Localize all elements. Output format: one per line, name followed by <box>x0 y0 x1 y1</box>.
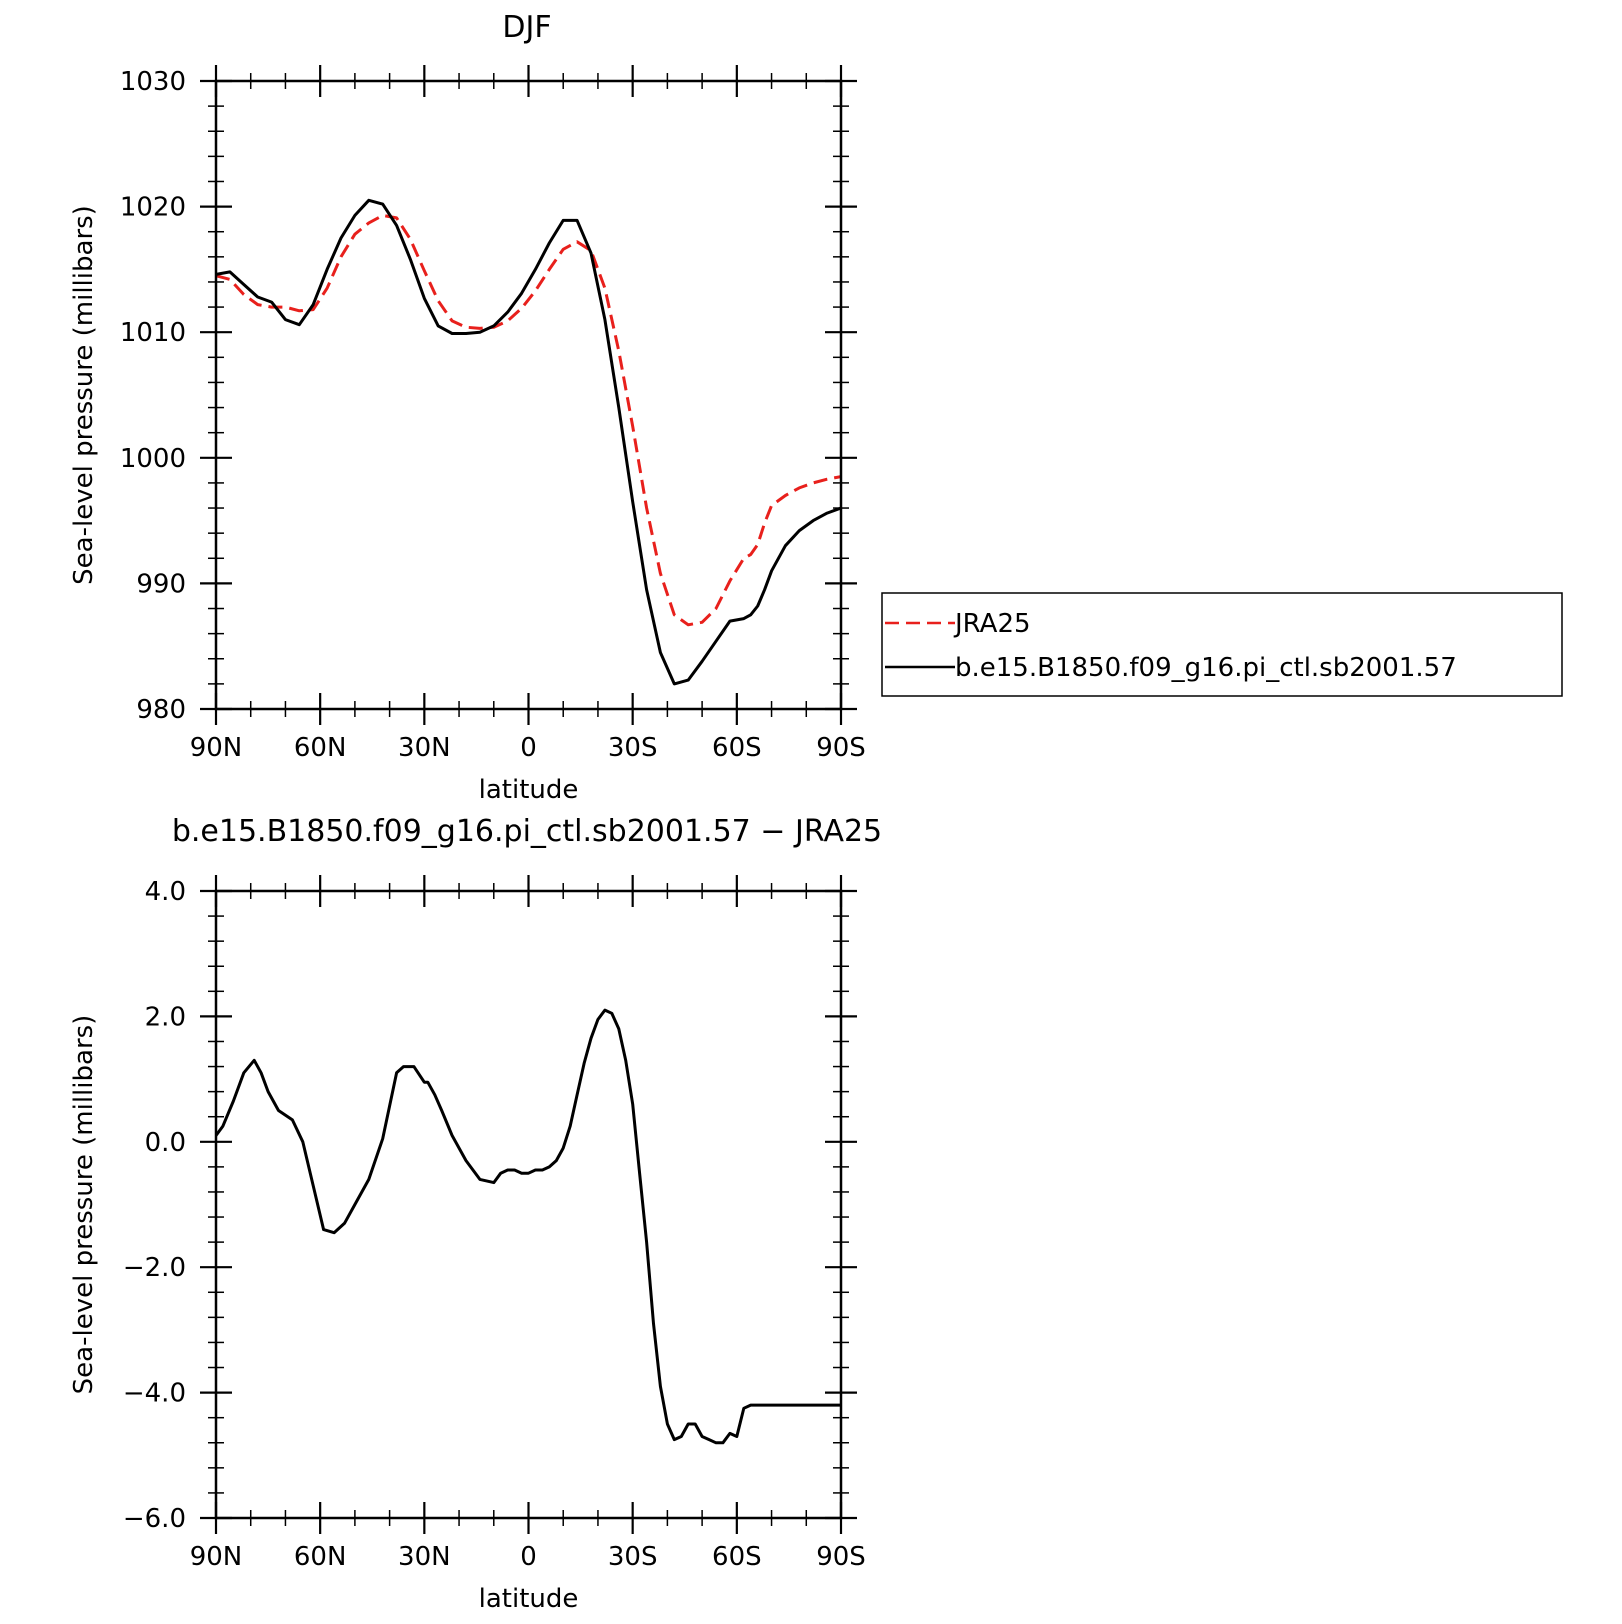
series-line-0 <box>216 1008 841 1445</box>
bottom-panel-x-axis-title: latitude <box>479 1584 579 1614</box>
x-tick-label: 60N <box>294 733 347 763</box>
x-tick-label: 30N <box>398 1542 451 1572</box>
x-tick-label: 0 <box>520 1542 537 1572</box>
top-panel-x-tick-labels: 90N 60N 30N 0 30S 60S 90S <box>190 733 866 763</box>
x-tick-label: 0 <box>520 733 537 763</box>
series-line-1 <box>216 198 841 686</box>
top-panel-ticks <box>200 65 857 725</box>
legend-label-model: b.e15.B1850.f09_g16.pi_ctl.sb2001.57 <box>955 653 1457 683</box>
legend: JRA25 b.e15.B1850.f09_g16.pi_ctl.sb2001.… <box>881 592 1563 697</box>
top-panel-y-axis-title: Sea-level pressure (millibars) <box>69 205 99 585</box>
y-tick-label: 980 <box>136 695 186 725</box>
bottom-panel-ticks <box>200 875 857 1534</box>
legend-label-jra25: JRA25 <box>953 609 1031 639</box>
x-tick-label: 60S <box>712 733 762 763</box>
x-tick-label: 30S <box>608 733 658 763</box>
x-tick-label: 30S <box>608 1542 658 1572</box>
x-tick-label: 60N <box>294 1542 347 1572</box>
series-line-0 <box>216 213 841 627</box>
bottom-panel-y-axis-title: Sea-level pressure (millibars) <box>69 1015 99 1395</box>
top-panel-x-axis-title: latitude <box>479 775 579 805</box>
x-tick-label: 90N <box>190 1542 243 1572</box>
top-panel-title: DJF <box>502 10 551 45</box>
y-tick-label: 2.0 <box>145 1002 186 1032</box>
x-tick-label: 60S <box>712 1542 762 1572</box>
y-tick-label: 1030 <box>120 67 186 97</box>
x-tick-label: 90S <box>816 1542 866 1572</box>
top-panel-series <box>216 198 841 686</box>
top-panel: DJF 980 990 1000 1010 1020 1030 90N 60N 30N 0 30S… <box>69 10 866 805</box>
y-tick-label: 1020 <box>120 193 186 223</box>
y-tick-label: −6.0 <box>123 1504 186 1534</box>
legend-box <box>881 592 1563 697</box>
y-tick-label: −4.0 <box>123 1379 186 1409</box>
x-tick-label: 30N <box>398 733 451 763</box>
bottom-panel-y-tick-labels: −6.0 −4.0 −2.0 0.0 2.0 4.0 <box>123 877 186 1534</box>
bottom-panel-frame <box>214 889 843 1520</box>
bottom-panel: b.e15.B1850.f09_g16.pi_ctl.sb2001.57 − J… <box>69 814 882 1614</box>
y-tick-label: −2.0 <box>123 1253 186 1283</box>
y-tick-label: 990 <box>136 569 186 599</box>
bottom-panel-title: b.e15.B1850.f09_g16.pi_ctl.sb2001.57 − J… <box>172 814 882 849</box>
top-panel-frame <box>214 79 843 711</box>
y-tick-label: 4.0 <box>145 877 186 907</box>
y-tick-label: 1010 <box>120 318 186 348</box>
y-tick-label: 0.0 <box>145 1128 186 1158</box>
bottom-panel-x-tick-labels: 90N 60N 30N 0 30S 60S 90S <box>190 1542 866 1572</box>
bottom-panel-series <box>216 1008 841 1445</box>
x-tick-label: 90N <box>190 733 243 763</box>
y-tick-label: 1000 <box>120 444 186 474</box>
x-tick-label: 90S <box>816 733 866 763</box>
top-panel-y-tick-labels: 980 990 1000 1010 1020 1030 <box>120 67 186 725</box>
